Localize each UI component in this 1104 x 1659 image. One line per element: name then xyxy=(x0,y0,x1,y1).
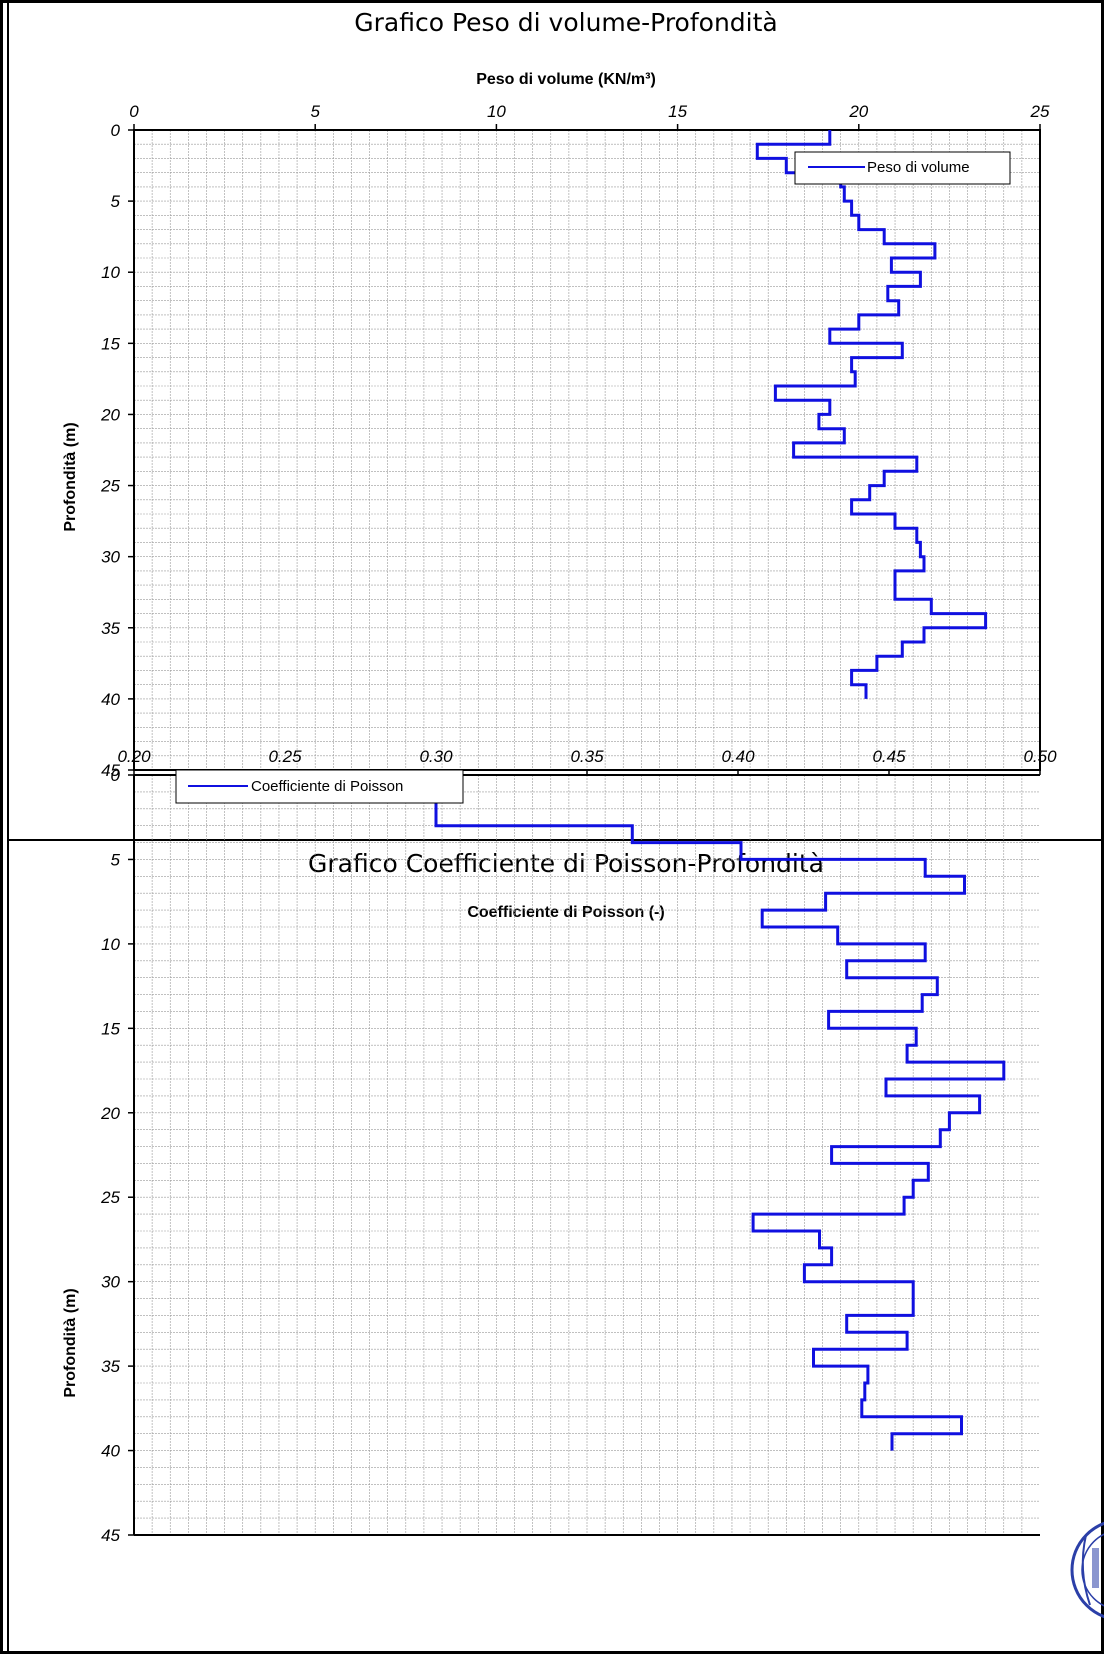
y-tick-label: 5 xyxy=(111,850,121,869)
legend-label: Coefficiente di Poisson xyxy=(251,778,403,795)
x-tick-label: 20 xyxy=(848,102,868,121)
chart-coefficiente-di-poisson: Grafico Coefficiente di Poisson-Profondi… xyxy=(62,747,1057,1545)
y-tick-label: 10 xyxy=(101,263,120,282)
y-tick-label: 5 xyxy=(111,192,121,211)
x-tick-label: 0.30 xyxy=(419,747,453,766)
y-tick-label: 45 xyxy=(101,1526,120,1545)
x-tick-label: 0.50 xyxy=(1023,747,1057,766)
x-axis-label: Coefficiente di Poisson (-) xyxy=(467,904,664,921)
x-axis-label: Peso di volume (KN/m³) xyxy=(476,71,656,88)
x-tick-label: 25 xyxy=(1030,102,1050,121)
x-tick-label: 10 xyxy=(487,102,506,121)
legend: Peso di volume xyxy=(795,152,1010,184)
x-tick-label: 0 xyxy=(129,102,139,121)
x-tick-label: 0.35 xyxy=(570,747,604,766)
legend-label: Peso di volume xyxy=(867,159,970,176)
y-tick-label: 15 xyxy=(101,1019,120,1038)
y-tick-label: 0 xyxy=(111,121,121,140)
legend: Coefficiente di Poisson xyxy=(176,770,463,803)
y-tick-label: 20 xyxy=(100,1104,120,1123)
y-tick-label: 40 xyxy=(101,690,120,709)
y-tick-label: 35 xyxy=(101,1357,120,1376)
x-ticks: 0 5 10 15 20 25 xyxy=(129,102,1050,130)
y-tick-label: 25 xyxy=(100,477,120,496)
y-tick-label: 0 xyxy=(111,766,121,785)
chart-title: Grafico Coefficiente di Poisson-Profondi… xyxy=(308,849,824,878)
y-tick-label: 30 xyxy=(101,1273,120,1292)
x-tick-label: 0.25 xyxy=(268,747,302,766)
y-tick-label: 10 xyxy=(101,935,120,954)
chart-title: Grafico Peso di volume-Profondità xyxy=(354,8,777,37)
y-tick-label: 40 xyxy=(101,1442,120,1461)
x-tick-label: 5 xyxy=(310,102,320,121)
circular-stamp-icon xyxy=(1072,1520,1104,1620)
grid xyxy=(134,130,1040,770)
y-axis-label: Profondità (m) xyxy=(62,1288,79,1397)
x-tick-label: 0.20 xyxy=(117,747,151,766)
x-tick-label: 0.45 xyxy=(872,747,906,766)
x-tick-label: 15 xyxy=(668,102,687,121)
grid xyxy=(134,775,1040,1535)
y-tick-label: 35 xyxy=(101,619,120,638)
y-tick-label: 15 xyxy=(101,334,120,353)
y-axis-label: Profondità (m) xyxy=(62,422,79,531)
y-ticks: 0 5 10 15 20 25 30 35 40 45 xyxy=(100,766,134,1545)
y-tick-label: 20 xyxy=(100,405,120,424)
x-tick-label: 0.40 xyxy=(721,747,755,766)
y-tick-label: 30 xyxy=(101,548,120,567)
chart-peso-di-volume: Grafico Peso di volume-Profondità Peso d… xyxy=(62,8,1050,780)
y-tick-label: 25 xyxy=(100,1188,120,1207)
